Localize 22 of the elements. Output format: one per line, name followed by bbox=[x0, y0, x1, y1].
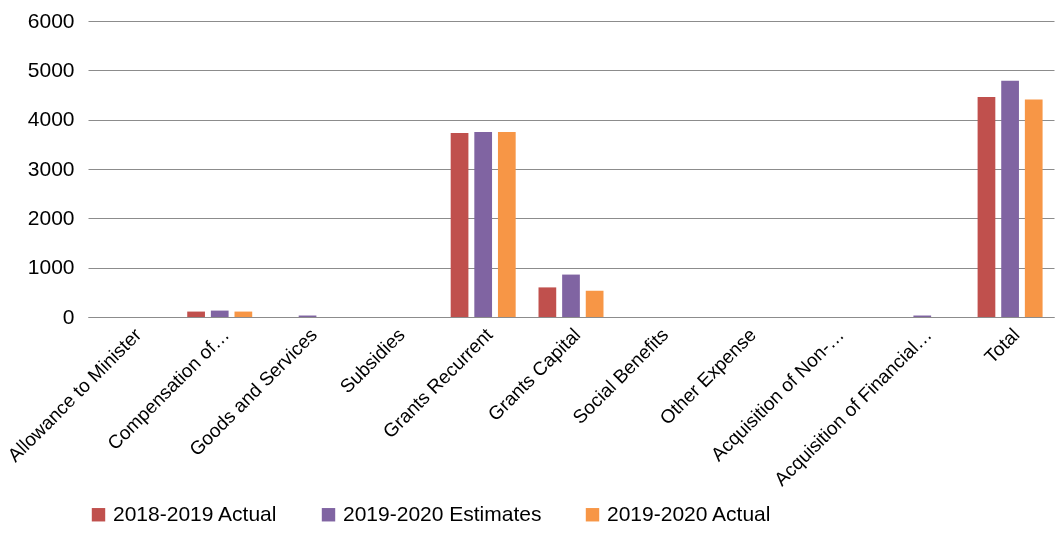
legend-label: 2019-2020 Estimates bbox=[343, 501, 542, 525]
bar bbox=[585, 290, 604, 317]
bar bbox=[538, 287, 557, 317]
bar bbox=[450, 132, 469, 317]
y-tick-label: 2000 bbox=[27, 205, 75, 229]
bar bbox=[497, 132, 516, 317]
legend-label: 2019-2020 Actual bbox=[607, 501, 771, 525]
bar bbox=[977, 96, 996, 317]
y-tick-label: 3000 bbox=[27, 156, 75, 180]
y-tick-label: 6000 bbox=[27, 8, 75, 32]
bar bbox=[210, 310, 229, 317]
bar bbox=[562, 274, 580, 317]
bar bbox=[1001, 80, 1019, 317]
y-tick-label: 4000 bbox=[27, 107, 75, 131]
legend-label: 2018-2019 Actual bbox=[113, 501, 277, 525]
bar bbox=[474, 132, 493, 317]
bar bbox=[1024, 99, 1043, 317]
y-tick-label: 1000 bbox=[27, 255, 75, 279]
y-tick-label: 5000 bbox=[27, 57, 75, 81]
bar bbox=[234, 311, 253, 317]
y-tick-label: 0 bbox=[62, 304, 75, 328]
bar bbox=[187, 311, 205, 317]
